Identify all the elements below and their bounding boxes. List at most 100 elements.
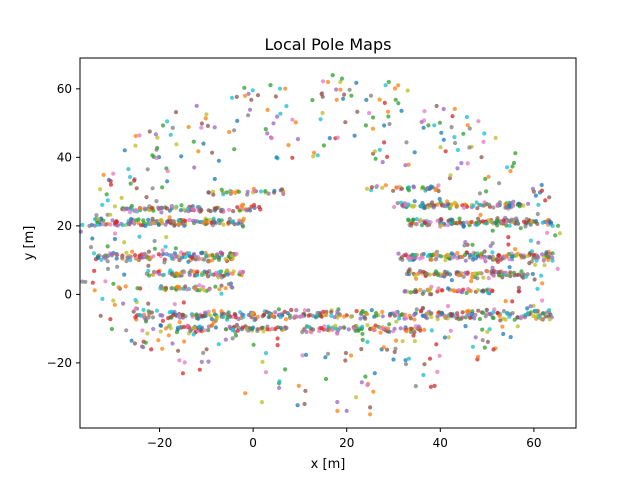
data-point bbox=[476, 119, 481, 124]
data-point bbox=[287, 315, 293, 320]
data-point bbox=[176, 313, 182, 318]
data-point bbox=[406, 356, 411, 361]
data-point bbox=[427, 272, 433, 277]
data-point bbox=[460, 315, 465, 320]
data-point bbox=[348, 314, 354, 319]
data-point bbox=[522, 255, 527, 260]
data-point bbox=[216, 342, 221, 347]
data-point bbox=[234, 94, 239, 99]
data-point bbox=[429, 292, 434, 297]
data-point bbox=[464, 114, 469, 120]
data-point bbox=[154, 155, 159, 161]
data-point bbox=[422, 205, 427, 211]
data-point bbox=[396, 83, 401, 88]
data-point bbox=[476, 288, 481, 293]
data-point bbox=[213, 325, 218, 330]
data-point bbox=[508, 335, 513, 340]
data-point bbox=[219, 218, 224, 223]
data-point bbox=[169, 286, 174, 291]
data-point bbox=[467, 126, 472, 131]
data-point bbox=[325, 79, 331, 85]
data-point bbox=[205, 123, 210, 128]
data-point bbox=[101, 172, 106, 177]
data-point bbox=[495, 218, 500, 224]
data-point bbox=[206, 208, 211, 213]
data-point bbox=[536, 315, 542, 320]
data-point bbox=[483, 176, 488, 182]
data-point bbox=[157, 272, 162, 277]
data-point bbox=[535, 286, 540, 291]
data-point bbox=[471, 203, 476, 208]
data-point bbox=[273, 310, 278, 315]
x-axis-label: x [m] bbox=[311, 457, 346, 472]
data-point bbox=[420, 306, 425, 311]
data-point bbox=[249, 204, 254, 209]
data-point bbox=[422, 220, 427, 225]
data-point bbox=[516, 285, 522, 290]
data-point bbox=[354, 80, 359, 85]
data-point bbox=[436, 286, 441, 291]
data-point bbox=[206, 259, 211, 264]
data-point bbox=[378, 325, 383, 330]
data-point bbox=[522, 315, 528, 320]
data-point bbox=[171, 313, 176, 318]
data-point bbox=[108, 222, 113, 227]
data-point bbox=[475, 276, 480, 281]
data-point bbox=[490, 265, 495, 270]
data-point bbox=[437, 353, 442, 358]
data-point bbox=[469, 311, 475, 316]
data-point bbox=[226, 220, 231, 225]
data-point bbox=[435, 369, 440, 374]
data-point bbox=[533, 193, 539, 198]
data-point bbox=[540, 298, 545, 303]
data-point bbox=[532, 277, 537, 282]
data-point bbox=[446, 253, 451, 258]
data-point bbox=[513, 151, 518, 156]
data-point bbox=[457, 216, 462, 221]
data-point bbox=[528, 304, 533, 309]
data-point bbox=[239, 203, 244, 208]
data-point bbox=[110, 218, 115, 223]
data-point bbox=[428, 384, 433, 389]
data-point bbox=[275, 343, 280, 348]
data-point bbox=[434, 103, 439, 109]
data-point bbox=[491, 315, 496, 321]
data-point bbox=[521, 203, 526, 208]
data-point bbox=[122, 272, 127, 277]
data-point bbox=[139, 255, 144, 260]
y-tick-label: −20 bbox=[47, 356, 72, 370]
data-point bbox=[406, 162, 411, 167]
data-point bbox=[191, 218, 196, 223]
data-point bbox=[126, 255, 131, 260]
data-point bbox=[419, 223, 424, 228]
data-point bbox=[183, 218, 188, 223]
data-point bbox=[250, 88, 255, 93]
data-point bbox=[197, 367, 202, 372]
data-point bbox=[444, 271, 450, 277]
data-point bbox=[464, 250, 469, 255]
data-point bbox=[347, 87, 352, 92]
data-point bbox=[428, 287, 433, 292]
data-point bbox=[452, 135, 457, 140]
data-point bbox=[199, 359, 204, 364]
data-point bbox=[435, 218, 440, 223]
data-point bbox=[122, 148, 127, 153]
data-point bbox=[199, 208, 204, 213]
data-point bbox=[202, 328, 207, 333]
data-point bbox=[543, 314, 548, 319]
data-point bbox=[156, 252, 161, 257]
data-point bbox=[191, 139, 196, 144]
data-point bbox=[416, 324, 421, 329]
data-point bbox=[324, 309, 329, 314]
data-point bbox=[550, 251, 555, 256]
data-point bbox=[180, 312, 185, 317]
data-point bbox=[486, 174, 491, 179]
data-point bbox=[466, 286, 471, 292]
data-point bbox=[334, 97, 339, 102]
y-tick-label: 40 bbox=[57, 150, 72, 164]
data-point bbox=[155, 135, 160, 140]
data-point bbox=[216, 275, 221, 280]
data-point bbox=[409, 221, 414, 226]
data-point bbox=[512, 273, 517, 278]
data-point bbox=[541, 311, 546, 316]
